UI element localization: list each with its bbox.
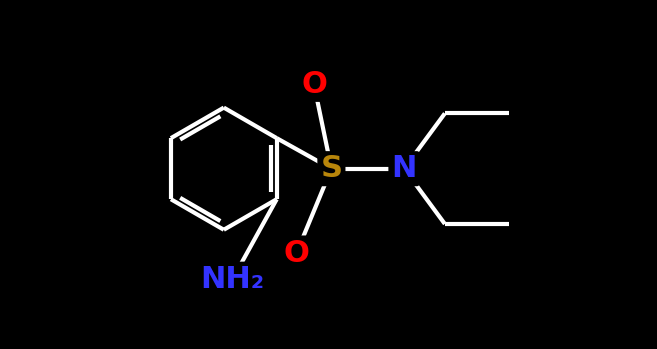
Text: O: O xyxy=(301,70,327,99)
Text: N: N xyxy=(392,154,417,183)
Text: NH₂: NH₂ xyxy=(200,265,265,294)
Text: O: O xyxy=(284,238,309,268)
Text: S: S xyxy=(321,154,342,183)
